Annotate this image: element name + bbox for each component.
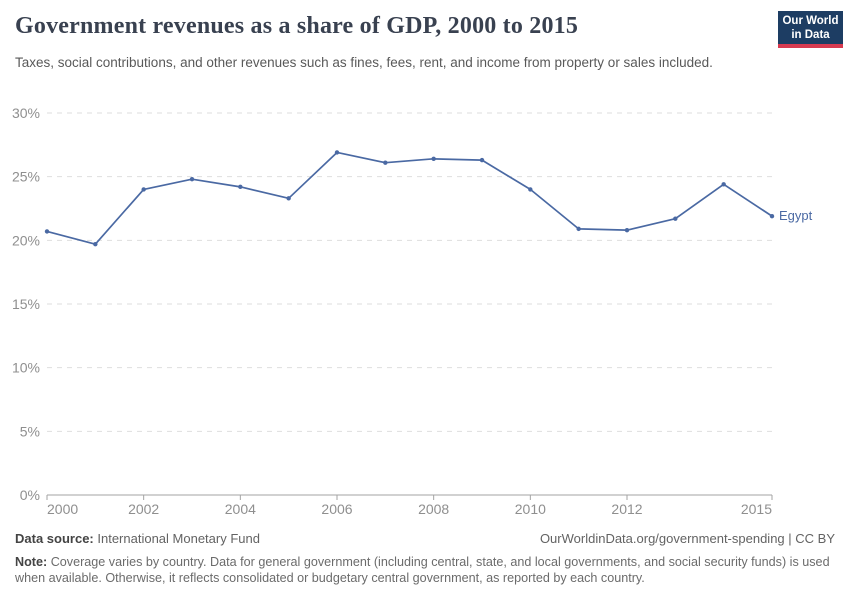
logo-text-line2: in Data xyxy=(791,29,830,41)
y-axis-label: 30% xyxy=(12,105,40,121)
note-text: Coverage varies by country. Data for gen… xyxy=(15,555,830,585)
data-point[interactable] xyxy=(769,213,775,219)
y-axis-label: 10% xyxy=(12,360,40,376)
license-link[interactable]: OurWorldinData.org/government-spending |… xyxy=(539,531,835,546)
data-source: Data source: International Monetary Fund xyxy=(15,531,260,546)
chart-note: Note: Coverage varies by country. Data f… xyxy=(15,554,835,586)
x-axis-label: 2002 xyxy=(128,501,159,517)
data-source-value: International Monetary Fund xyxy=(97,531,260,546)
data-point[interactable] xyxy=(44,229,50,234)
data-line[interactable] xyxy=(46,151,773,246)
y-axis-label: 5% xyxy=(20,423,40,439)
x-axis-label: 2004 xyxy=(225,501,256,517)
logo-text-line1: Our World xyxy=(782,15,839,27)
data-point[interactable] xyxy=(479,157,485,163)
x-axis-label: 2012 xyxy=(611,501,642,517)
x-axis-label: 2006 xyxy=(321,501,352,517)
data-point[interactable] xyxy=(334,150,340,155)
data-point[interactable] xyxy=(576,226,581,232)
data-point[interactable] xyxy=(383,160,388,165)
data-point[interactable] xyxy=(141,187,146,192)
data-point[interactable] xyxy=(286,196,291,201)
data-point[interactable] xyxy=(721,182,726,187)
chart-subtitle: Taxes, social contributions, and other r… xyxy=(15,55,713,70)
data-point[interactable] xyxy=(238,184,243,190)
data-point[interactable] xyxy=(189,177,195,182)
y-axis-label: 15% xyxy=(12,296,40,312)
data-point[interactable] xyxy=(431,156,436,162)
data-source-label: Data source: xyxy=(15,531,94,546)
x-axis-label: 2008 xyxy=(418,501,449,517)
series-end-label[interactable]: Egypt xyxy=(779,208,813,223)
data-point[interactable] xyxy=(528,187,533,192)
chart-footer: Data source: International Monetary Fund… xyxy=(15,531,835,586)
y-axis-label: 25% xyxy=(12,169,40,185)
line-chart[interactable]: 0% 5% 10% 15% 20% 25% 30% 2000 2002 2004 2006 2008 2… xyxy=(0,95,850,520)
data-point[interactable] xyxy=(624,227,630,233)
y-axis-label: 0% xyxy=(20,487,40,503)
x-axis-label: 2010 xyxy=(515,501,546,517)
data-point[interactable] xyxy=(93,241,98,247)
page-title: Government revenues as a share of GDP, 2… xyxy=(15,13,579,39)
data-point[interactable] xyxy=(673,216,678,221)
owid-logo[interactable]: Our World in Data xyxy=(778,11,843,48)
note-label: Note: xyxy=(15,555,48,569)
y-axis-label: 20% xyxy=(12,232,40,248)
x-axis-label: 2000 xyxy=(47,501,78,517)
x-axis-label: 2015 xyxy=(741,501,772,517)
